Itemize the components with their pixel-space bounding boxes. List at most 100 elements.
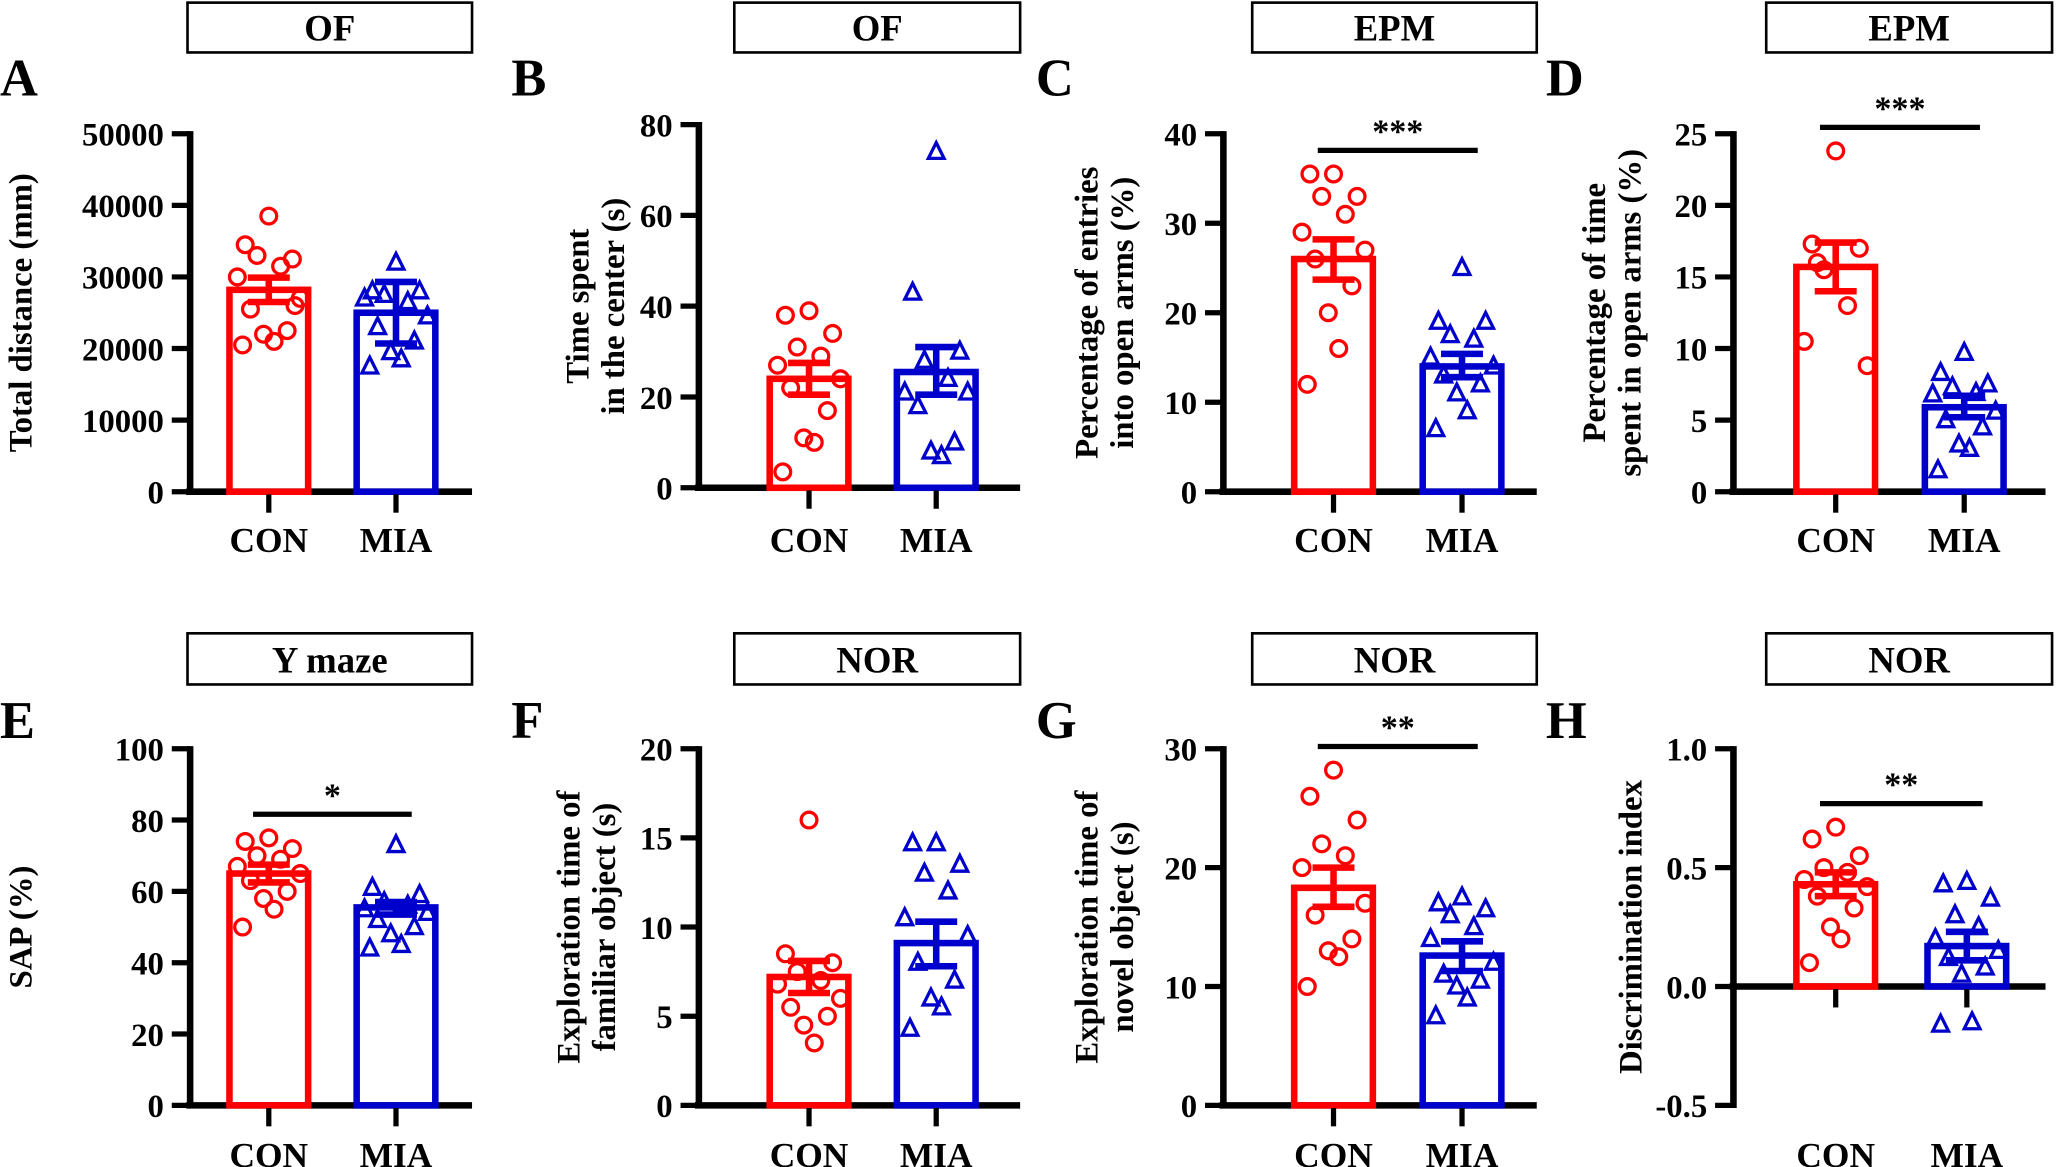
data-point — [799, 301, 819, 321]
panel-title-box — [186, 632, 474, 686]
data-point — [227, 856, 247, 876]
y-axis-label: Percentage of entries — [1069, 167, 1105, 459]
data-point — [264, 331, 284, 351]
data-point — [233, 335, 253, 355]
data-point — [380, 339, 402, 361]
data-point — [1469, 371, 1491, 393]
data-point — [409, 278, 431, 300]
data-point — [1922, 381, 1944, 403]
data-point — [1329, 947, 1349, 967]
data-point — [768, 355, 788, 375]
data-point — [937, 878, 959, 900]
data-point — [227, 267, 247, 287]
data-point — [1425, 1003, 1447, 1025]
data-point — [1312, 834, 1332, 854]
data-point — [1463, 326, 1485, 348]
data-point — [264, 899, 284, 919]
data-point — [1956, 869, 1978, 891]
bar-mia — [1419, 363, 1505, 495]
y-tick-label: 0 — [148, 1089, 164, 1125]
y-tick-label: 0 — [1691, 476, 1707, 512]
y-tick-label: 15 — [1674, 261, 1707, 297]
data-point — [804, 432, 824, 452]
y-axis-label: Exploration time of — [1069, 789, 1105, 1063]
data-point — [1439, 322, 1461, 344]
data-point — [409, 882, 431, 904]
data-point — [1961, 1009, 1983, 1031]
data-point — [1972, 414, 1994, 436]
data-point — [1826, 817, 1846, 837]
data-point — [380, 921, 402, 943]
panel-letter: F — [511, 692, 543, 750]
data-point — [1927, 457, 1949, 479]
significance-label: ** — [1884, 767, 1918, 804]
data-point — [361, 874, 383, 897]
data-point — [247, 846, 267, 866]
data-point — [930, 443, 952, 465]
panel-title-box — [1250, 632, 1539, 686]
y-tick-label: 80 — [131, 804, 164, 840]
data-point — [1297, 976, 1317, 996]
data-point — [925, 138, 947, 161]
panel-a: OF A Total distance (mm) 0 10000 20000 30000 40… — [0, 1, 474, 560]
data-point — [359, 353, 381, 375]
data-point — [1427, 308, 1449, 330]
data-point — [1802, 829, 1822, 849]
data-point — [367, 907, 389, 929]
y-tick-label: 20000 — [82, 332, 164, 368]
x-tick-label: MIA — [1426, 520, 1499, 560]
y-tick-label: 25 — [1674, 118, 1707, 154]
data-point — [1799, 953, 1819, 973]
data-point — [385, 249, 407, 271]
data-point — [817, 1006, 837, 1026]
data-point — [1347, 186, 1367, 206]
data-point — [794, 1015, 814, 1035]
data-point — [1930, 1011, 1952, 1033]
panel-b: OF B Time spent in the center (s) 0 20 40 60 80 C… — [511, 1, 1022, 560]
data-point — [1335, 846, 1355, 866]
data-point — [1292, 858, 1312, 878]
data-point — [920, 985, 942, 1007]
data-point — [1794, 331, 1814, 351]
data-point — [235, 831, 255, 851]
data-point — [416, 303, 438, 325]
data-point — [913, 860, 935, 882]
panel-g: NOR G Exploration time of novel object (s) 0… — [1036, 632, 1539, 1167]
data-point — [277, 321, 297, 341]
bar-con — [226, 286, 312, 495]
data-point — [902, 279, 924, 301]
panel-letter: E — [0, 692, 35, 750]
data-point — [1420, 926, 1442, 948]
y-tick-label: 0 — [656, 472, 672, 508]
data-point — [271, 256, 291, 276]
y-axis-label: Total distance (mm) — [3, 173, 39, 452]
bar-con — [1290, 884, 1377, 1109]
data-point — [830, 369, 851, 389]
panel-title-box — [1250, 1, 1539, 54]
data-point — [902, 830, 924, 852]
data-point — [1446, 973, 1468, 995]
y-tick-label: 1.0 — [1666, 733, 1707, 769]
data-point — [899, 1015, 921, 1037]
data-point — [775, 305, 795, 325]
data-point — [1977, 371, 1999, 393]
data-point — [247, 245, 267, 265]
y-tick-label: 10 — [1164, 386, 1197, 422]
data-point — [957, 923, 979, 945]
data-point — [1965, 380, 1987, 402]
panel-f: NOR F Exploration time of familiar object (… — [511, 632, 1022, 1167]
x-tick-label: CON — [1796, 520, 1875, 560]
y-tick-label: 20 — [640, 381, 673, 417]
y-tick-label: 20 — [1164, 851, 1197, 887]
significance-label: *** — [1372, 114, 1423, 151]
panel-letter: D — [1546, 50, 1584, 108]
data-point — [1932, 871, 1954, 893]
data-point — [1958, 435, 1980, 457]
data-point — [1355, 893, 1375, 913]
data-point — [1807, 253, 1827, 273]
panel-h: NOR H Discrimination index-0.5 0.0 0.5 1.0 CON… — [1546, 632, 2054, 1167]
data-point — [804, 1033, 824, 1053]
y-tick-label: 20 — [1164, 297, 1197, 333]
panel-letter: C — [1036, 50, 1074, 108]
y-tick-label: 80 — [640, 108, 673, 144]
